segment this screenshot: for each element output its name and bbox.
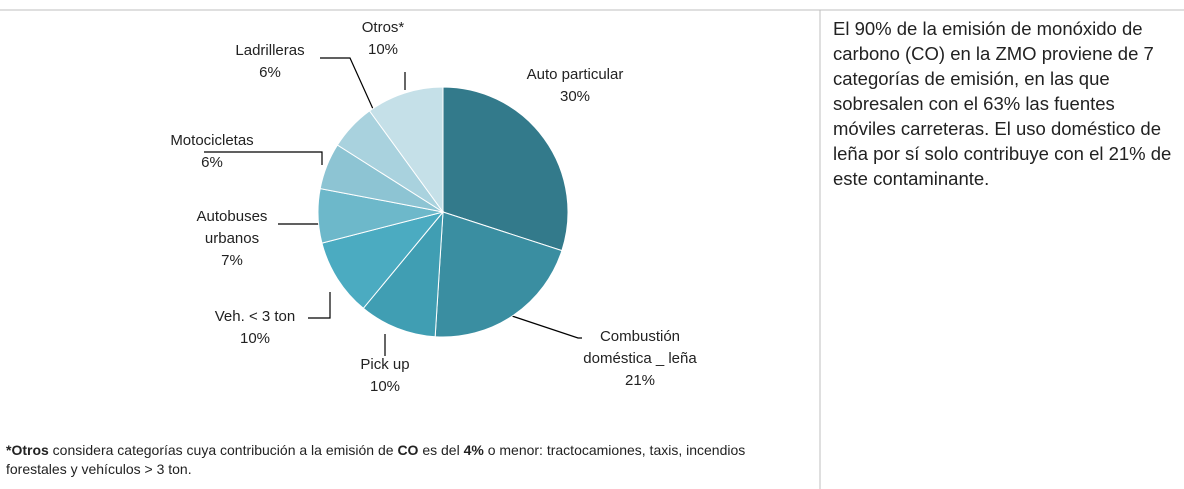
category-label: Motocicletas (170, 132, 254, 149)
slice-label: Auto particular 30% (525, 64, 625, 108)
slice-label: Autobuses urbanos 7% (182, 206, 282, 272)
note-text: es del (418, 442, 464, 458)
category-label: Veh. < 3 ton (214, 308, 296, 325)
leader-lines (204, 57, 582, 356)
category-label: Ladrilleras (235, 42, 305, 59)
value-label: 30% (559, 88, 591, 105)
note-text: *Otros (6, 442, 49, 458)
category-label: Auto particular (526, 66, 624, 83)
category-label: Combustión doméstica _ leña (583, 328, 697, 367)
note-text: considera categorías cuya contribución a… (48, 442, 398, 458)
slice-label: Otros* 10% (338, 17, 428, 61)
value-label: 6% (201, 154, 223, 171)
note-text: CO (397, 442, 419, 458)
value-label: 21% (624, 372, 656, 389)
pie-slice (434, 211, 563, 338)
slice-label: Veh. < 3 ton 10% (200, 306, 310, 350)
footnote: *Otros considera categorías cuya contrib… (6, 441, 796, 479)
pie-slice (362, 210, 444, 338)
slice-label: Pick up 10% (340, 354, 430, 398)
slice-label: Motocicletas 6% (147, 130, 277, 174)
value-label: 10% (239, 330, 271, 347)
pie-slice (442, 86, 569, 252)
pie-slice (321, 211, 445, 310)
value-label: 7% (221, 252, 243, 269)
category-label: Autobuses urbanos (196, 208, 268, 247)
pie-slice (368, 86, 444, 214)
side-text: El 90% de la emisión de monóxido de carb… (833, 18, 1172, 189)
slice-label: Combustión doméstica _ leña 21% (580, 326, 700, 392)
note-text: o menor: tractocamiones, taxis, incendio… (6, 442, 746, 477)
category-label: Pick up (360, 356, 410, 373)
slice-label: Ladrilleras 6% (215, 40, 325, 84)
value-label: 10% (367, 41, 399, 58)
note-text: 4% (463, 442, 484, 458)
category-label: Otros* (361, 19, 405, 36)
value-label: 10% (369, 378, 401, 395)
value-label: 6% (259, 64, 281, 81)
